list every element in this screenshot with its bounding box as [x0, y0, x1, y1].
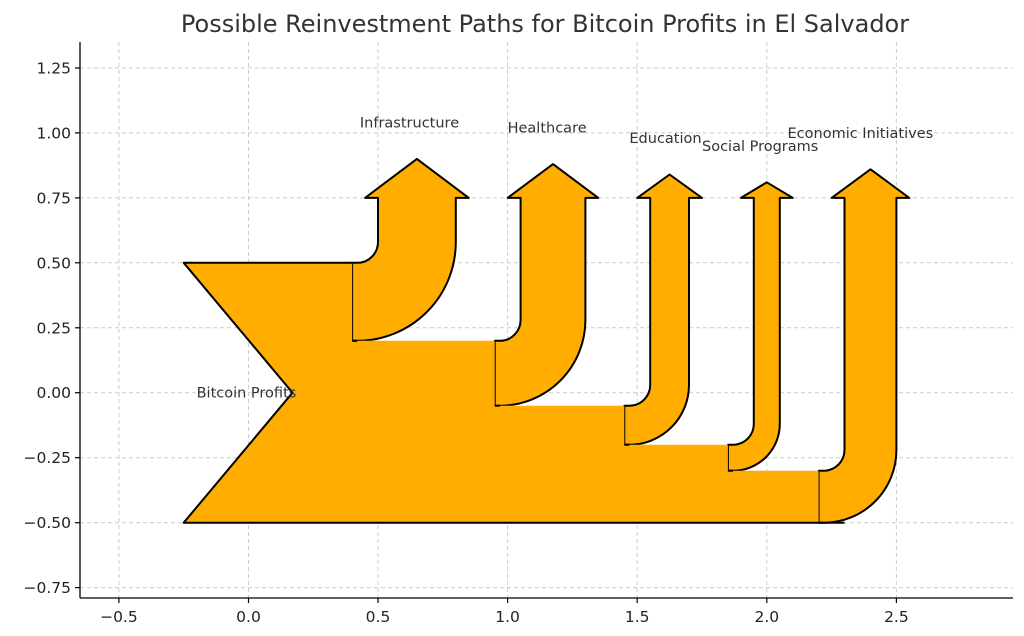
y-tick-label: −0.50: [24, 514, 72, 532]
x-tick-label: 2.5: [884, 608, 909, 626]
flow-healthcare: [493, 163, 600, 407]
x-tick-label: 0.5: [366, 608, 391, 626]
x-tick-label: −0.5: [100, 608, 138, 626]
y-tick-label: 0.75: [36, 189, 71, 207]
y-tick-label: 0.25: [36, 319, 71, 337]
flow-label: Economic Initiatives: [788, 126, 934, 142]
y-tick-label: 1.00: [36, 124, 71, 142]
y-tick-label: −0.25: [24, 449, 72, 467]
x-tick-label: 1.5: [625, 608, 650, 626]
y-tick-label: 0.00: [36, 384, 71, 402]
flow-label: Social Programs: [702, 139, 818, 155]
x-tick-label: 2.0: [754, 608, 779, 626]
x-tick-label: 1.0: [495, 608, 520, 626]
y-tick-label: −0.75: [24, 579, 72, 597]
flow-education: [623, 173, 703, 446]
flow-social-programs: [726, 181, 794, 472]
y-tick-label: 1.25: [36, 60, 71, 78]
axes: −0.5 0.0 0.5 1.0 1.5 2.0 2.5 1.25 1.00 0.75 0.50 0.…: [24, 42, 1013, 626]
flow-label: Healthcare: [508, 121, 587, 137]
flow-economic-initiatives: [817, 168, 911, 524]
flow-diagram: [182, 157, 911, 524]
chart-title: Possible Reinvestment Paths for Bitcoin …: [181, 10, 909, 38]
y-tick-label: 0.50: [36, 254, 71, 272]
flow-labels: Bitcoin Profits Infrastructure Healthcare E…: [197, 116, 934, 402]
source-trunk-outline: [182, 261, 845, 524]
source-trunk-fill: [183, 262, 819, 523]
source-label: Bitcoin Profits: [197, 386, 297, 402]
flow-infrastructure: [351, 157, 470, 342]
flow-label: Infrastructure: [360, 116, 459, 132]
flow-label: Education: [629, 131, 701, 147]
x-tick-label: 0.0: [236, 608, 261, 626]
